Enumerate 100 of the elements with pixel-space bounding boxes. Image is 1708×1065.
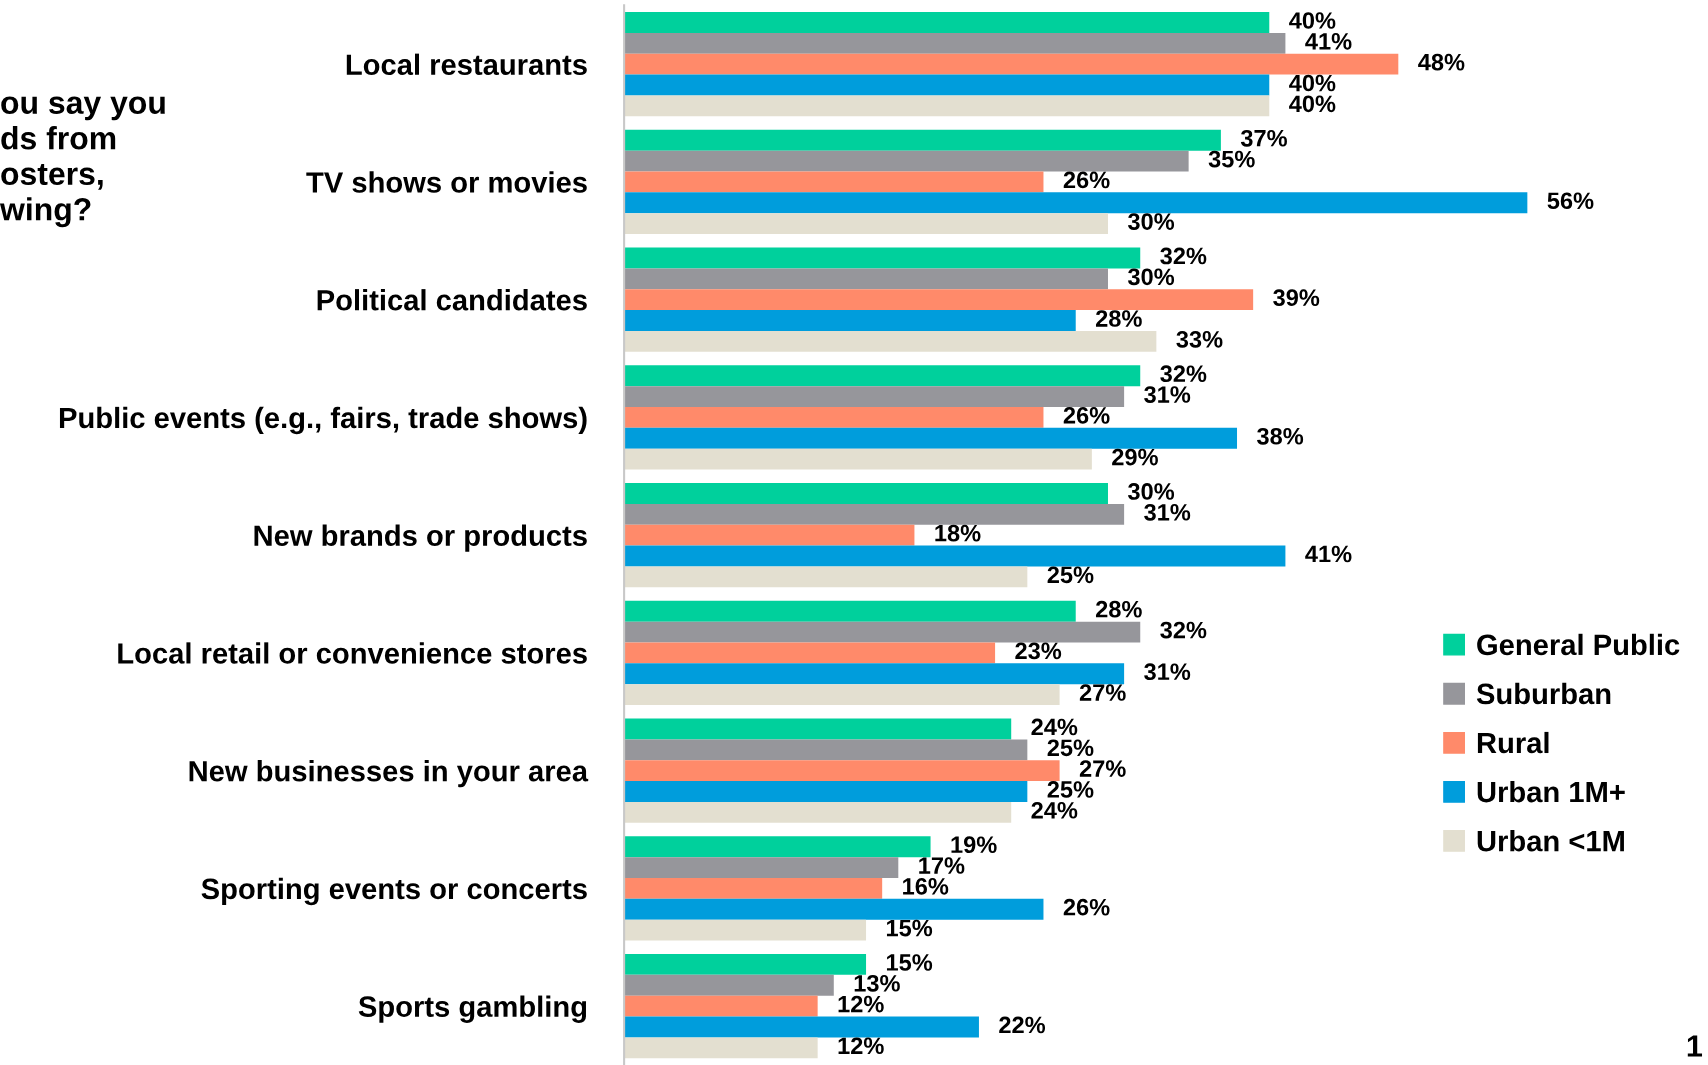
data-label: 31% [1144, 503, 1191, 521]
data-label: 32% [1160, 621, 1207, 639]
y-tick-label: Local retail or convenience stores [118, 642, 587, 664]
bar [624, 545, 1286, 567]
bar [624, 53, 1399, 75]
y-tick-label: TV shows or movies [306, 171, 587, 193]
y-tick-label: Local restaurants [346, 53, 587, 76]
data-label: 15% [886, 954, 933, 971]
data-label: 17% [919, 857, 965, 874]
data-label: 26% [1063, 171, 1110, 189]
data-label: 29% [1112, 448, 1158, 466]
bar [624, 330, 1157, 352]
data-label: 28% [1095, 600, 1142, 618]
bar [624, 877, 883, 899]
data-label: 31% [1144, 386, 1191, 403]
legend-label: Urban 1M+ [1477, 780, 1625, 803]
bar [624, 1016, 979, 1038]
data-label: 13% [854, 974, 900, 992]
bar [624, 483, 1108, 504]
bar [624, 718, 1012, 740]
data-label: 25% [1047, 739, 1094, 757]
bar [624, 213, 1108, 235]
legend-label: Urban <1M [1477, 830, 1624, 852]
data-label: 40% [1289, 74, 1336, 92]
bar [624, 919, 867, 941]
bar [624, 247, 1141, 269]
data-label: 30% [1127, 268, 1175, 286]
data-label: 41% [1305, 33, 1352, 50]
bar [624, 663, 1125, 685]
data-label: 32% [1160, 247, 1207, 265]
bar [624, 974, 834, 996]
data-label: 24% [1031, 718, 1078, 736]
bar [624, 150, 1189, 172]
data-label: 18% [935, 524, 981, 542]
data-label: 35% [1208, 150, 1255, 168]
bar [624, 386, 1125, 407]
bar [624, 310, 1076, 331]
data-label: 26% [1063, 407, 1110, 424]
data-label: 31% [1144, 663, 1191, 681]
legend-label: Rural [1477, 731, 1549, 754]
bar [624, 74, 1270, 96]
bar [624, 503, 1125, 525]
legend-label: Suburban [1476, 682, 1611, 705]
bar [624, 566, 1028, 588]
legend-label: General Public [1477, 633, 1680, 656]
data-label: 12% [838, 1037, 884, 1055]
data-label: 40% [1289, 95, 1336, 113]
data-label: 15% [886, 919, 933, 937]
y-tick-label: New brands or products [254, 524, 587, 552]
bar [624, 642, 996, 664]
data-label: 32% [1160, 365, 1207, 383]
data-label: 25% [1047, 781, 1094, 798]
bar [624, 684, 1060, 705]
data-label: 30% [1127, 483, 1175, 500]
bar [624, 427, 1238, 449]
bar [624, 600, 1076, 622]
y-tick-label: Sports gambling [358, 995, 587, 1023]
data-label: 12% [838, 995, 884, 1013]
bar [624, 192, 1528, 214]
bar [624, 857, 899, 878]
bar [624, 524, 915, 546]
y-tick-label: Public events (e.g., fairs, trade shows) [59, 406, 587, 435]
data-label: 48% [1418, 53, 1465, 71]
data-label: 41% [1305, 545, 1352, 563]
data-label: 40% [1289, 12, 1336, 29]
bar [624, 407, 1044, 428]
text: 1 [1687, 1035, 1703, 1057]
data-label: 33% [1176, 330, 1223, 348]
data-label: 27% [1079, 684, 1126, 701]
bar [624, 1037, 818, 1059]
bar [624, 12, 1270, 33]
data-label: 24% [1031, 801, 1078, 819]
bar [624, 95, 1270, 117]
bar [624, 289, 1254, 311]
data-label: 38% [1257, 427, 1304, 445]
bar [624, 898, 1044, 920]
bar [624, 448, 1092, 470]
bar [624, 995, 818, 1017]
bar [624, 954, 867, 975]
data-label: 27% [1079, 760, 1126, 777]
bar [624, 781, 1028, 802]
bar [624, 801, 1012, 823]
data-label: 22% [999, 1016, 1046, 1034]
y-tick-label: Sporting events or concerts [201, 877, 587, 906]
y-tick-label: Political candidates [317, 289, 587, 311]
bar [624, 365, 1141, 387]
data-label: 19% [951, 836, 997, 854]
data-label: 30% [1127, 213, 1175, 230]
data-label: 37% [1240, 129, 1287, 147]
data-label: 39% [1273, 289, 1320, 307]
text: ou say you ds from osters, wing? [0, 96, 165, 228]
y-tick-label: New businesses in your area [189, 760, 589, 788]
data-label: 56% [1547, 192, 1594, 210]
bar [624, 836, 931, 858]
bar [624, 129, 1221, 151]
bar [624, 621, 1141, 643]
data-label: 16% [903, 878, 949, 895]
data-label: 26% [1063, 898, 1110, 916]
data-label: 25% [1047, 566, 1094, 584]
bar [624, 760, 1060, 782]
